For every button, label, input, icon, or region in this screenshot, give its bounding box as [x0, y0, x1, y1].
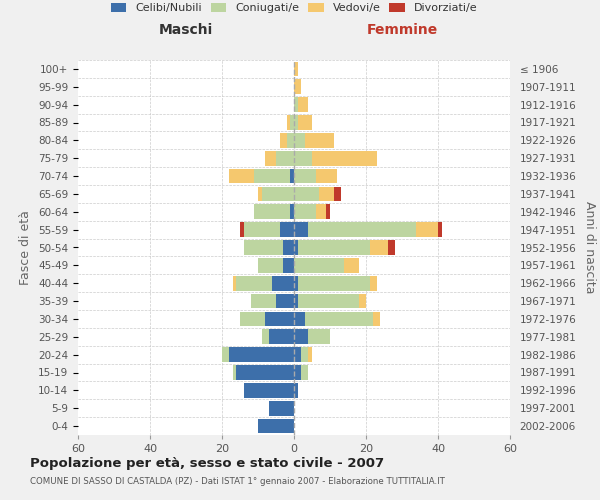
Bar	[294, 383, 298, 398]
Bar	[258, 258, 283, 272]
Bar	[280, 133, 287, 148]
Bar	[287, 115, 290, 130]
Bar	[294, 204, 316, 219]
Bar	[294, 133, 305, 148]
Bar	[240, 312, 265, 326]
Bar	[294, 186, 319, 201]
Bar	[265, 151, 276, 166]
Bar	[298, 294, 359, 308]
Bar	[298, 240, 370, 255]
Bar	[290, 115, 294, 130]
Bar	[416, 222, 438, 237]
Bar	[294, 330, 308, 344]
Bar	[283, 258, 294, 272]
Bar	[298, 115, 312, 130]
Bar	[233, 365, 236, 380]
Bar	[229, 348, 294, 362]
Bar	[388, 240, 395, 255]
Bar	[229, 168, 254, 184]
Bar	[334, 186, 341, 201]
Text: Popolazione per età, sesso e stato civile - 2007: Popolazione per età, sesso e stato civil…	[30, 458, 384, 470]
Bar	[301, 348, 308, 362]
Bar	[308, 348, 312, 362]
Legend: Celibi/Nubili, Coniugati/e, Vedovi/e, Divorziati/e: Celibi/Nubili, Coniugati/e, Vedovi/e, Di…	[106, 0, 482, 18]
Bar	[312, 151, 377, 166]
Bar	[319, 186, 334, 201]
Bar	[258, 186, 262, 201]
Bar	[294, 276, 298, 290]
Bar	[283, 240, 294, 255]
Bar	[236, 365, 294, 380]
Bar	[344, 258, 359, 272]
Bar	[370, 240, 388, 255]
Bar	[294, 115, 298, 130]
Bar	[359, 294, 366, 308]
Bar	[305, 312, 373, 326]
Bar	[294, 365, 301, 380]
Bar	[294, 98, 298, 112]
Bar	[316, 204, 326, 219]
Text: COMUNE DI SASSO DI CASTALDA (PZ) - Dati ISTAT 1° gennaio 2007 - Elaborazione TUT: COMUNE DI SASSO DI CASTALDA (PZ) - Dati …	[30, 478, 445, 486]
Bar	[254, 204, 290, 219]
Bar	[305, 133, 334, 148]
Bar	[240, 222, 244, 237]
Bar	[294, 258, 344, 272]
Bar	[298, 276, 370, 290]
Text: Femmine: Femmine	[367, 24, 437, 38]
Bar	[438, 222, 442, 237]
Bar	[308, 330, 330, 344]
Bar	[294, 80, 301, 94]
Bar	[251, 294, 276, 308]
Bar	[262, 330, 269, 344]
Bar	[222, 348, 229, 362]
Bar	[294, 168, 316, 184]
Bar	[373, 312, 380, 326]
Bar	[370, 276, 377, 290]
Bar	[308, 222, 416, 237]
Bar	[294, 240, 298, 255]
Bar	[326, 204, 330, 219]
Bar	[269, 401, 294, 415]
Bar	[301, 365, 308, 380]
Y-axis label: Fasce di età: Fasce di età	[19, 210, 32, 285]
Bar	[294, 222, 308, 237]
Bar	[316, 168, 337, 184]
Bar	[244, 383, 294, 398]
Bar	[265, 312, 294, 326]
Bar	[298, 98, 308, 112]
Bar	[269, 330, 294, 344]
Y-axis label: Anni di nascita: Anni di nascita	[583, 201, 596, 294]
Bar	[236, 276, 272, 290]
Bar	[272, 276, 294, 290]
Bar	[244, 222, 280, 237]
Bar	[287, 133, 294, 148]
Bar	[244, 240, 283, 255]
Bar	[280, 222, 294, 237]
Bar	[276, 294, 294, 308]
Bar	[294, 294, 298, 308]
Bar	[294, 348, 301, 362]
Bar	[290, 168, 294, 184]
Bar	[294, 312, 305, 326]
Bar	[258, 419, 294, 434]
Bar	[254, 168, 290, 184]
Bar	[294, 62, 298, 76]
Bar	[290, 204, 294, 219]
Bar	[294, 151, 312, 166]
Bar	[233, 276, 236, 290]
Bar	[276, 151, 294, 166]
Text: Maschi: Maschi	[159, 24, 213, 38]
Bar	[262, 186, 294, 201]
